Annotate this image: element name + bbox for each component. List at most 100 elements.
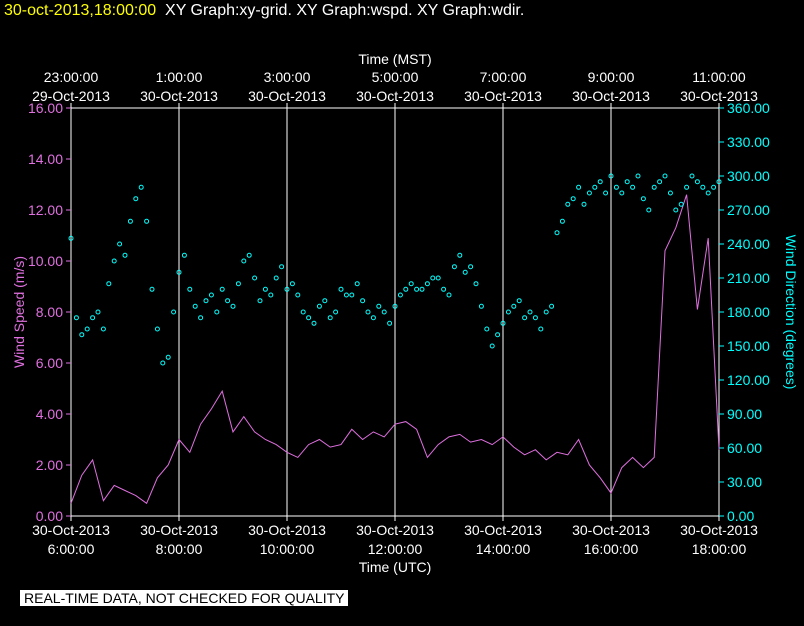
wind-direction-point — [441, 286, 447, 292]
left-tick-label: 8.00 — [36, 304, 63, 320]
right-axis-label: Wind Direction (degrees) — [783, 235, 799, 390]
wind-direction-point — [300, 309, 306, 315]
left-tick-label: 12.00 — [28, 202, 63, 218]
wind-direction-point — [554, 230, 560, 236]
top-tick-date: 30-Oct-2013 — [572, 88, 650, 104]
bottom-tick-date: 30-Oct-2013 — [32, 522, 110, 538]
wind-direction-point — [651, 184, 657, 190]
wind-direction-point — [365, 309, 371, 315]
wind-direction-point — [446, 292, 452, 298]
wind-direction-point — [657, 179, 663, 185]
wind-direction-point — [133, 196, 139, 202]
wind-direction-point — [484, 326, 490, 332]
right-tick-label: 270.00 — [727, 202, 770, 218]
wind-direction-point — [603, 190, 609, 196]
wind-direction-point — [246, 252, 252, 258]
header-graph-list: XY Graph:xy-grid. XY Graph:wspd. XY Grap… — [165, 2, 525, 19]
left-tick-label: 6.00 — [36, 355, 63, 371]
bottom-tick-time: 6:00:00 — [48, 541, 95, 557]
bottom-tick-date: 30-Oct-2013 — [680, 522, 758, 538]
bottom-tick-time: 14:00:00 — [476, 541, 531, 557]
left-tick-label: 16.00 — [28, 100, 63, 116]
wind-direction-point — [624, 179, 630, 185]
wind-direction-point — [225, 298, 231, 304]
top-tick-date: 30-Oct-2013 — [356, 88, 434, 104]
wind-direction-point — [613, 184, 619, 190]
wind-direction-point — [462, 269, 468, 275]
wind-direction-point — [230, 303, 236, 309]
wind-direction-point — [187, 286, 193, 292]
bottom-tick-time: 18:00:00 — [692, 541, 747, 557]
top-tick-time: 11:00:00 — [692, 69, 746, 85]
wind-direction-point — [370, 315, 376, 321]
wind-direction-point — [149, 286, 155, 292]
right-tick-label: 0.00 — [727, 508, 754, 524]
bottom-tick-date: 30-Oct-2013 — [464, 522, 542, 538]
wind-direction-point — [279, 264, 285, 270]
page-header: 30-oct-2013,18:00:00 XY Graph:xy-grid. X… — [4, 2, 524, 20]
wind-direction-point — [392, 303, 398, 309]
wind-direction-point — [403, 286, 409, 292]
wind-direction-point — [127, 218, 133, 224]
wind-direction-point — [711, 184, 717, 190]
wind-direction-point — [673, 207, 679, 213]
top-tick-time: 9:00:00 — [588, 69, 635, 85]
wind-direction-point — [662, 173, 668, 179]
wind-direction-point — [522, 315, 528, 321]
wind-direction-point — [214, 309, 220, 315]
top-tick-time: 3:00:00 — [264, 69, 311, 85]
left-tick-label: 0.00 — [36, 508, 63, 524]
wind-direction-point — [144, 218, 150, 224]
wind-direction-point — [414, 286, 420, 292]
wind-direction-point — [117, 241, 123, 247]
top-tick-date: 30-Oct-2013 — [140, 88, 218, 104]
right-tick-label: 120.00 — [727, 372, 770, 388]
wind-direction-point — [160, 360, 166, 366]
wind-direction-point — [376, 303, 382, 309]
bottom-tick-time: 10:00:00 — [260, 541, 315, 557]
bottom-tick-time: 12:00:00 — [368, 541, 423, 557]
quality-disclaimer: REAL-TIME DATA, NOT CHECKED FOR QUALITY — [20, 590, 349, 606]
wind-direction-point — [500, 320, 506, 326]
right-tick-label: 360.00 — [727, 100, 770, 116]
wind-direction-point — [527, 309, 533, 315]
wind-direction-series — [68, 173, 722, 366]
bottom-axis-label: Time (UTC) — [359, 559, 432, 575]
wind-direction-point — [95, 309, 101, 315]
wind-direction-point — [397, 292, 403, 298]
right-tick-label: 210.00 — [727, 270, 770, 286]
wind-direction-point — [176, 269, 182, 275]
top-axis-label: Time (MST) — [358, 51, 431, 67]
wind-direction-point — [322, 298, 328, 304]
wind-direction-point — [171, 309, 177, 315]
left-axis-label: Wind Speed (m/s) — [11, 256, 27, 368]
bottom-tick-time: 8:00:00 — [156, 541, 203, 557]
wind-direction-point — [700, 184, 706, 190]
wind-direction-point — [532, 315, 538, 321]
bottom-tick-date: 30-Oct-2013 — [356, 522, 434, 538]
left-tick-label: 4.00 — [36, 406, 63, 422]
wind-direction-point — [495, 332, 501, 338]
top-tick-time: 5:00:00 — [372, 69, 419, 85]
top-tick-date: 29-Oct-2013 — [32, 88, 110, 104]
wind-direction-point — [678, 201, 684, 207]
wind-direction-point — [419, 286, 425, 292]
bottom-tick-date: 30-Oct-2013 — [140, 522, 218, 538]
wind-direction-point — [73, 315, 79, 321]
wind-direction-point — [716, 179, 722, 185]
left-tick-label: 10.00 — [28, 253, 63, 269]
bottom-tick-time: 16:00:00 — [584, 541, 639, 557]
wind-direction-point — [619, 190, 625, 196]
wind-direction-point — [235, 281, 241, 287]
top-tick-date: 30-Oct-2013 — [680, 88, 758, 104]
wind-direction-point — [640, 196, 646, 202]
left-tick-label: 2.00 — [36, 457, 63, 473]
wind-direction-point — [219, 286, 225, 292]
left-tick-label: 14.00 — [28, 151, 63, 167]
right-tick-label: 30.00 — [727, 474, 762, 490]
wind-direction-point — [451, 264, 457, 270]
wind-direction-point — [387, 320, 393, 326]
top-tick-time: 23:00:00 — [44, 69, 99, 85]
wind-direction-point — [181, 252, 187, 258]
wind-direction-point — [705, 190, 711, 196]
